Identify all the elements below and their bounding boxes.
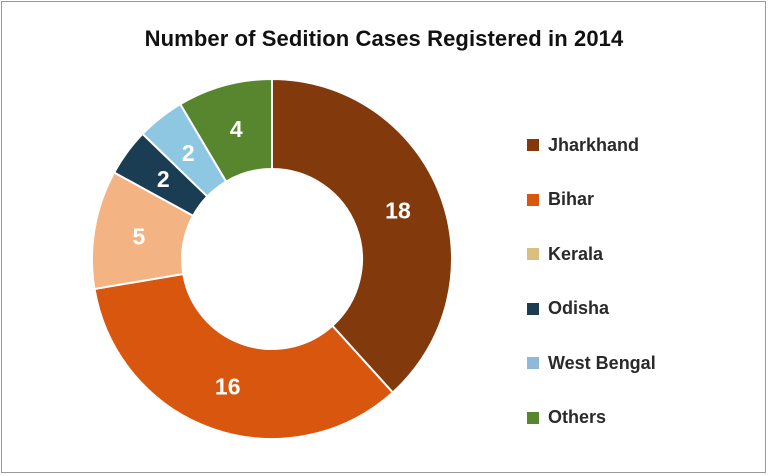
legend-swatch-jharkhand	[527, 139, 539, 152]
legend-item-kerala: Kerala	[527, 227, 656, 282]
legend-label-jharkhand: Jharkhand	[548, 134, 640, 155]
slice-jharkhand	[271, 77, 453, 394]
slice-others	[178, 77, 273, 183]
chart-legend: Jharkhand Bihar Kerala Odisha West Bengal Oth…	[527, 118, 656, 445]
data-label-west-bengal: 2	[182, 140, 195, 166]
legend-swatch-west-bengal	[527, 357, 539, 370]
legend-swatch-others	[527, 411, 539, 424]
data-label-bihar: 16	[215, 374, 241, 400]
slice-bihar	[93, 272, 395, 440]
legend-label-bihar: Bihar	[548, 189, 595, 210]
legend-item-odisha: Odisha	[527, 282, 656, 337]
legend-label-west-bengal: West Bengal	[548, 352, 656, 373]
data-label-jharkhand: 18	[385, 197, 411, 223]
legend-label-kerala: Kerala	[548, 243, 604, 264]
chart-title: Number of Sedition Cases Registered in 2…	[144, 26, 624, 51]
legend-item-others: Others	[527, 391, 656, 446]
legend-item-west-bengal: West Bengal	[527, 336, 656, 391]
legend-swatch-kerala	[527, 248, 539, 261]
data-label-odisha: 2	[157, 166, 170, 192]
legend-swatch-odisha	[527, 302, 539, 315]
legend-label-others: Others	[548, 407, 607, 428]
data-label-others: 4	[230, 116, 243, 142]
legend-item-jharkhand: Jharkhand	[527, 118, 656, 173]
data-label-kerala: 5	[132, 224, 145, 250]
legend-item-bihar: Bihar	[527, 173, 656, 228]
legend-swatch-bihar	[527, 193, 539, 206]
legend-label-odisha: Odisha	[548, 298, 610, 319]
